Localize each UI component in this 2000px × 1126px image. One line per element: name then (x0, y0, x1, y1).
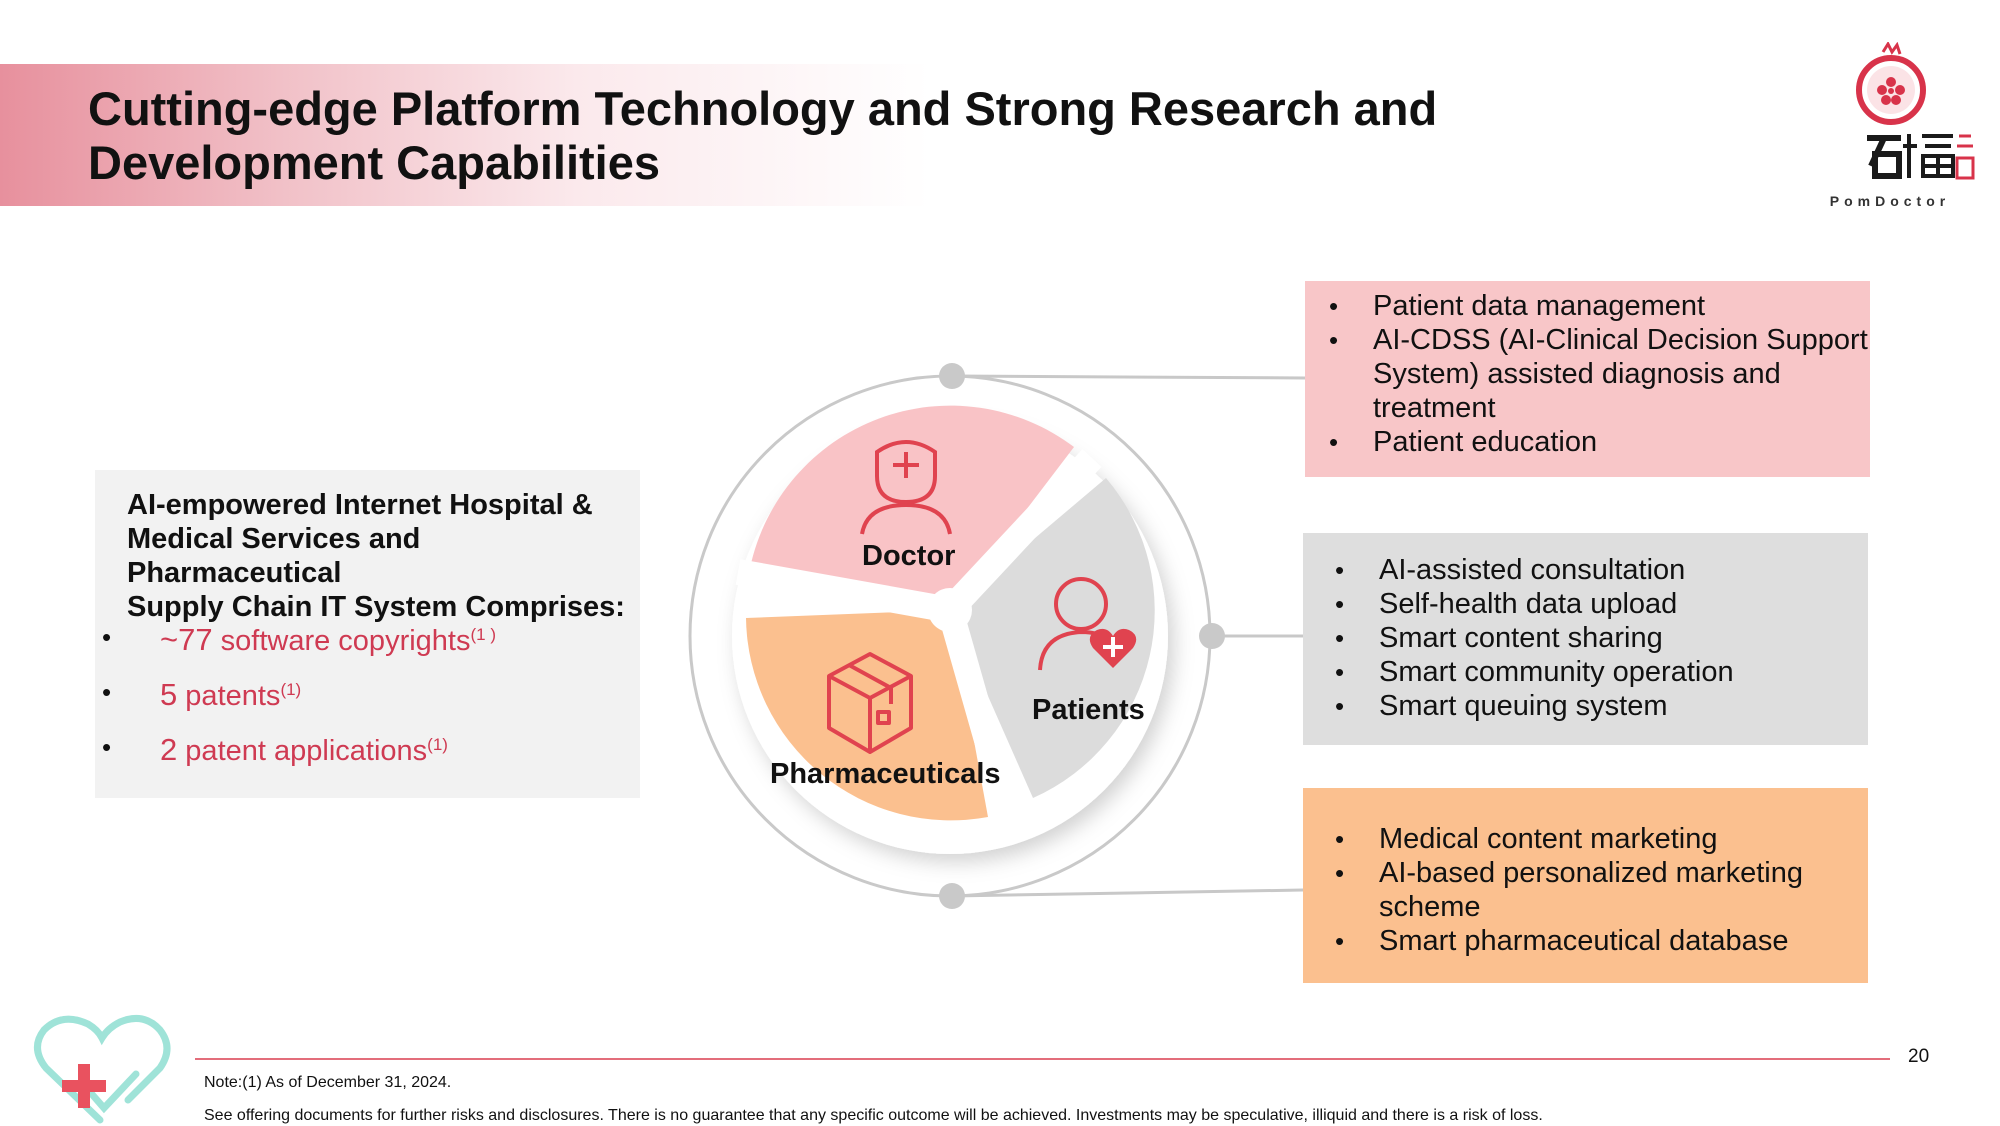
page-title-line-2: Development Capabilities (88, 136, 660, 189)
feature-item: Smart community operation (1335, 655, 1855, 689)
page-title-line-1: Cutting-edge Platform Technology and Str… (88, 82, 1438, 135)
feature-item: Patient data management (1329, 289, 1869, 323)
heart-cross-logo (34, 1014, 171, 1124)
stat-software-copyrights: • ~77 software copyrights(1 ) (102, 622, 496, 657)
footer-divider (195, 1058, 1890, 1060)
panel-heading: AI-empowered Internet Hospital & Medical… (127, 488, 627, 624)
panel-heading-line-2: Medical Services and Pharmaceutical (127, 523, 421, 589)
doctor-icon (860, 440, 952, 535)
segment-label-pharmaceuticals: Pharmaceuticals (770, 758, 1001, 790)
left-summary-panel: AI-empowered Internet Hospital & Medical… (95, 470, 640, 798)
connector-dot-bottom (939, 883, 965, 909)
stat-label: patents (177, 680, 281, 712)
segment-patients (950, 478, 1155, 798)
package-box-icon (827, 652, 913, 754)
heart-plus-mark (1103, 637, 1123, 657)
segment-pharmaceuticals (746, 610, 988, 821)
title-band (0, 64, 930, 206)
connector-line-top (951, 374, 1306, 380)
segment-label-patients: Patients (1032, 694, 1145, 726)
feature-item: Medical content marketing (1335, 822, 1855, 856)
stat-label: patent applications (177, 735, 428, 767)
stat-number: 5 (160, 677, 178, 712)
connector-dot-top (939, 363, 965, 389)
separator-left (735, 559, 953, 623)
stat-footnote: (1) (280, 680, 302, 699)
page-title: Cutting-edge Platform Technology and Str… (88, 82, 1488, 190)
panel-heading-line-3: Supply Chain IT System Comprises: (127, 591, 625, 623)
connector-dot-right (1199, 623, 1225, 649)
disclaimer: See offering documents for further risks… (204, 1107, 1543, 1124)
separator-bottom (937, 606, 1025, 832)
hub-center (928, 588, 972, 632)
feature-item: AI-based personalized marketing scheme (1335, 856, 1855, 924)
stat-patent-applications: • 2 patent applications(1) (102, 732, 448, 767)
feature-item: Smart content sharing (1335, 621, 1855, 655)
feature-item: Self-health data upload (1335, 587, 1855, 621)
footnote: Note:(1) As of December 31, 2024. (204, 1074, 452, 1091)
feature-item: Smart pharmaceutical database (1335, 924, 1855, 958)
feature-box-doctor: Patient data management AI-CDSS (AI-Clin… (1305, 281, 1870, 477)
logo-wordmark: PomDoctor (1829, 193, 1951, 209)
segment-doctor (750, 405, 1074, 610)
feature-item: AI-assisted consultation (1335, 553, 1855, 587)
stat-number: 2 (160, 732, 178, 767)
connector-line-bottom (951, 888, 1304, 898)
stat-label: software copyrights (212, 625, 471, 657)
pomdoctor-logo (1856, 42, 1975, 180)
feature-box-pharmaceuticals: Medical content marketing AI-based perso… (1303, 788, 1868, 983)
separator-top (940, 449, 1102, 619)
feature-item: AI-CDSS (AI-Clinical Decision Support Sy… (1329, 323, 1869, 425)
stat-footnote: (1 ) (470, 625, 496, 644)
panel-heading-line-1: AI-empowered Internet Hospital & (127, 489, 593, 521)
feature-item: Smart queuing system (1335, 689, 1855, 723)
feature-item: Patient education (1329, 425, 1869, 459)
stat-number: ~77 (160, 622, 213, 657)
segment-label-doctor: Doctor (862, 540, 956, 572)
feature-box-patients: AI-assisted consultation Self-health dat… (1303, 533, 1868, 745)
stat-footnote: (1) (427, 735, 448, 754)
page-number: 20 (1908, 1046, 1930, 1067)
stat-patents: • 5 patents(1) (102, 677, 302, 712)
